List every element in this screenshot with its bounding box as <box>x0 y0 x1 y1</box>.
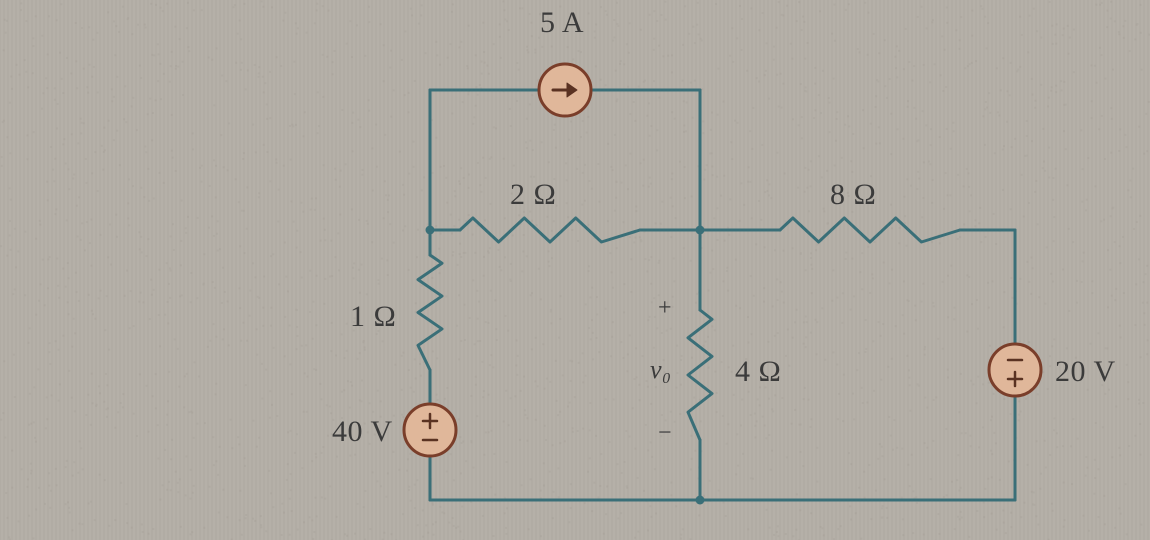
vo-plus-label: + <box>658 295 672 322</box>
vo-label: v₀ <box>650 355 672 385</box>
current-source-label: 5 A <box>540 6 584 40</box>
resistor-4ohm <box>688 310 712 440</box>
resistor-1ohm <box>418 255 442 370</box>
resistor-8ohm <box>780 218 960 242</box>
resistor-2ohm-label: 2 Ω <box>510 178 556 212</box>
resistor-8ohm-label: 8 Ω <box>830 178 876 212</box>
vo-minus-label: − <box>658 420 672 447</box>
resistor-4ohm-label: 4 Ω <box>735 355 781 389</box>
voltage-40v-icon <box>404 404 456 456</box>
resistor-2ohm <box>460 218 640 242</box>
voltage-20v-icon <box>989 344 1041 396</box>
resistor-1ohm-label: 1 Ω <box>350 300 396 334</box>
circuit-canvas <box>0 0 1150 540</box>
voltage-40v-label: 40 V <box>332 415 393 449</box>
voltage-20v-label: 20 V <box>1055 355 1116 389</box>
